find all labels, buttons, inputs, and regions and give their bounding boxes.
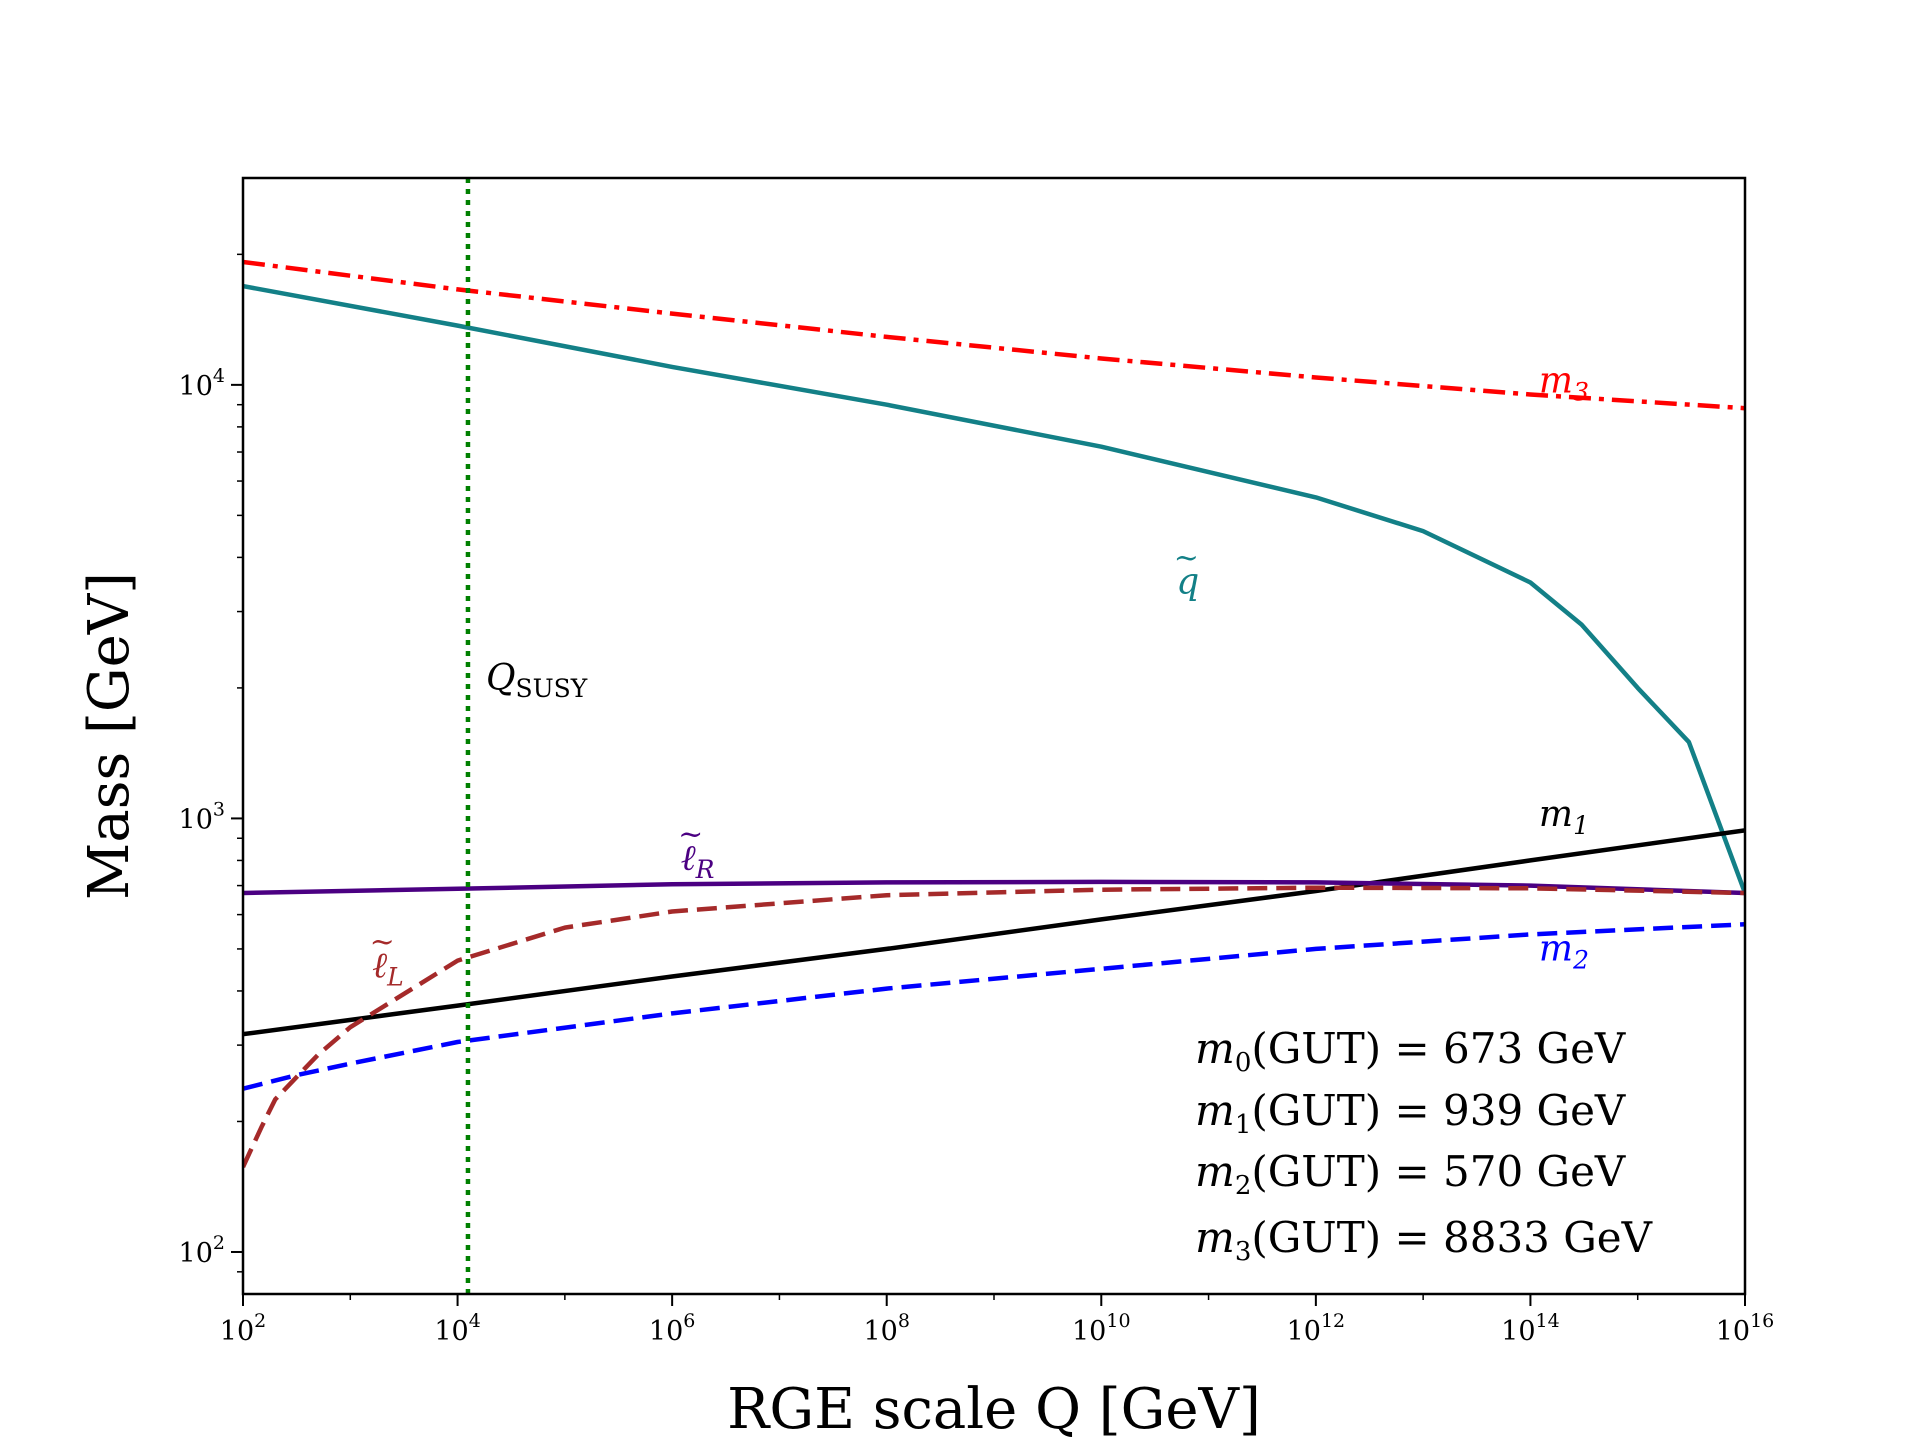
series-label-slepton_L: ℓL [372,945,404,991]
series-line-slepton_R [243,879,1745,896]
x-tick-label: 102 [220,1310,266,1347]
x-tick-label: 1012 [1287,1310,1346,1347]
y-axis: 102 103 104 [179,253,243,1273]
series-label-slepton_L-tilde-icon: ~ [370,924,395,959]
x-tick-label: 108 [863,1310,909,1347]
x-tick-label: 104 [434,1310,480,1347]
gut-parameter-line: m3(GUT) = 8833 GeV [1195,1213,1653,1267]
series-line-m3 [243,259,1745,411]
series-label-squark-tilde-icon: ~ [1174,541,1199,576]
series-label-m1: m1 [1539,794,1589,840]
y-tick-label: 103 [179,798,225,835]
series-line-squark [243,283,1745,894]
gut-parameter-line: m2(GUT) = 570 GeV [1195,1147,1626,1201]
gut-parameters-box: m0(GUT) = 673 GeV m1(GUT) = 939 GeV m2(GUT… [1195,1024,1653,1267]
series-label-m2: m2 [1539,929,1589,975]
gut-parameter-line: m0(GUT) = 673 GeV [1195,1024,1626,1078]
x-tick-label: 106 [649,1310,695,1347]
q-susy-label: QSUSY [486,658,588,703]
y-axis-title: Mass [GeV] [77,572,142,900]
series-line-m1 [243,828,1745,1037]
series-label-squark: q [1176,562,1199,603]
y-tick-label: 104 [179,365,225,402]
x-axis-title: RGE scale Q [GeV] [727,1377,1261,1440]
x-tick-label: 1014 [1501,1310,1560,1347]
x-axis: 102 104 106 108 1010 1012 1014 1016 [220,1294,1775,1347]
gut-parameter-line: m1(GUT) = 939 GeV [1195,1086,1626,1140]
series-layer [243,259,1745,1168]
series-line-m2 [243,922,1745,1091]
series-line-slepton_L [243,885,1745,1168]
series-label-slepton_R: ℓR [681,838,715,884]
series-label-slepton_R-tilde-icon: ~ [678,817,703,852]
y-tick-label: 102 [179,1232,225,1269]
x-tick-label: 1010 [1072,1310,1131,1347]
series-label-m3: m3 [1539,361,1589,407]
x-tick-label: 1016 [1716,1310,1775,1347]
